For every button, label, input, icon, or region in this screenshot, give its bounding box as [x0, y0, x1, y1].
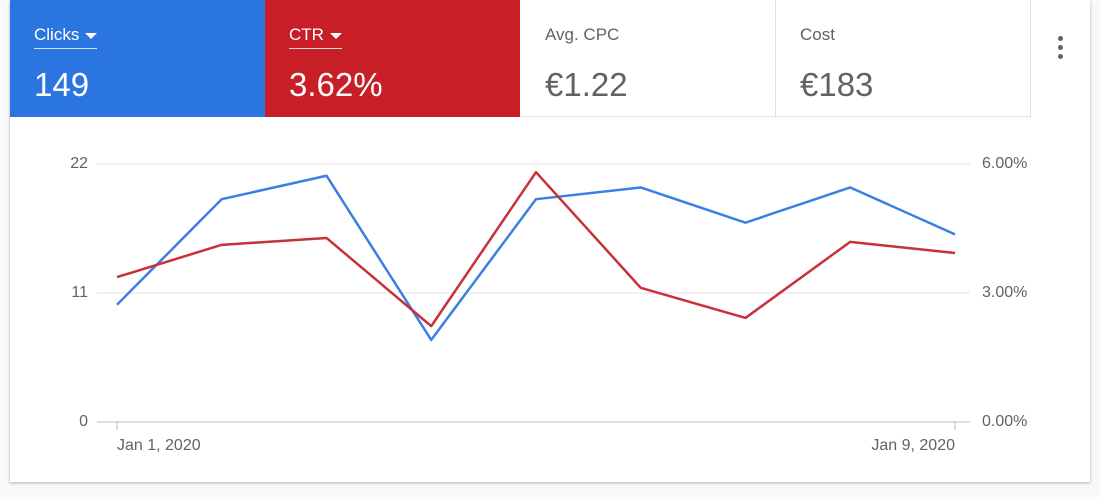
metric-label: Clicks — [34, 25, 98, 49]
metric-label: CTR — [289, 25, 342, 49]
y2-tick-label: 6.00% — [982, 155, 1027, 172]
metric-value: €183 — [800, 66, 874, 103]
metric-value: 149 — [34, 66, 90, 103]
metric-label-text: Clicks — [34, 25, 80, 44]
series-line — [116, 170, 956, 328]
metric-tile[interactable]: Clicks 149 — [10, 0, 265, 117]
dropdown-arrow — [85, 32, 98, 39]
dropdown-arrow — [329, 32, 342, 39]
metric-label: Cost — [800, 25, 835, 44]
x-tick-label: Jan 1, 2020 — [117, 437, 201, 454]
y2-tick-label: 0.00% — [982, 413, 1027, 430]
metric-tile[interactable]: Avg. CPC €1.22 — [521, 0, 776, 117]
metric-tile[interactable]: CTR 3.62% — [265, 0, 520, 117]
metric-tile[interactable]: Cost €183 — [776, 0, 1031, 117]
y-tick-label: 0 — [79, 413, 88, 430]
series-line — [116, 174, 956, 342]
metric-value: €1.22 — [545, 66, 628, 103]
more-menu[interactable] — [1054, 34, 1068, 62]
y-tick-label: 11 — [71, 284, 88, 301]
y-tick-label: 22 — [70, 155, 88, 172]
card: Clicks 149 CTR 3.62% Avg. CPC €1.22 Cost… — [10, 0, 1090, 482]
metric-value: 3.62% — [289, 66, 383, 103]
y2-tick-label: 3.00% — [982, 284, 1027, 301]
metric-label: Avg. CPC — [545, 25, 620, 44]
x-tick-label: Jan 9, 2020 — [871, 437, 955, 454]
metric-label-text: CTR — [289, 25, 324, 44]
